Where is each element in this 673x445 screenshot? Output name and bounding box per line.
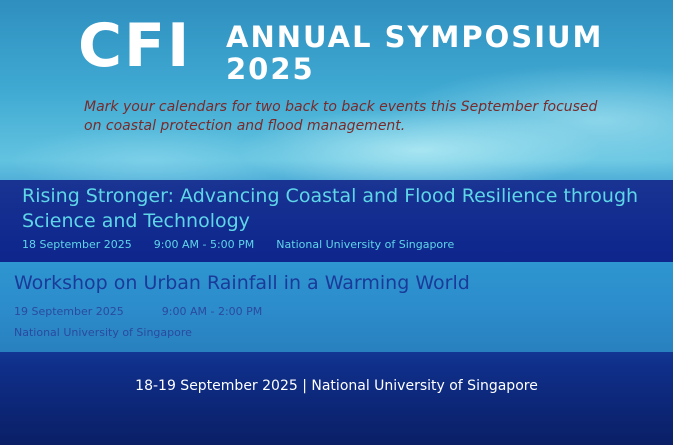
- footer-date-venue: 18-19 September 2025 | National Universi…: [135, 378, 538, 394]
- cfi-logo: CFI: [78, 11, 192, 81]
- event-2-time: 9:00 AM - 2:00 PM: [161, 305, 263, 318]
- event-1-band: [0, 180, 673, 262]
- title-line-1: ANNUAL SYMPOSIUM: [226, 20, 604, 54]
- event-2-band: [0, 262, 673, 352]
- tagline: Mark your calendars for two back to back…: [84, 99, 598, 134]
- event-1-date: 18 September 2025: [22, 238, 132, 251]
- event-1-time: 9:00 AM - 5:00 PM: [153, 238, 255, 251]
- event-2-date: 19 September 2025: [14, 305, 124, 318]
- title-line-2: 2025: [226, 52, 315, 86]
- event-2-meta: 19 September 2025 9:00 AM - 2:00 PM: [14, 305, 262, 318]
- event-1-meta: 18 September 2025 9:00 AM - 5:00 PM Nati…: [22, 238, 454, 251]
- event-1-title: Rising Stronger: Advancing Coastal and F…: [22, 185, 639, 232]
- event-1-venue: National University of Singapore: [276, 238, 455, 251]
- event-2-venue: National University of Singapore: [14, 326, 192, 339]
- event-2-title: Workshop on Urban Rainfall in a Warming …: [14, 272, 470, 294]
